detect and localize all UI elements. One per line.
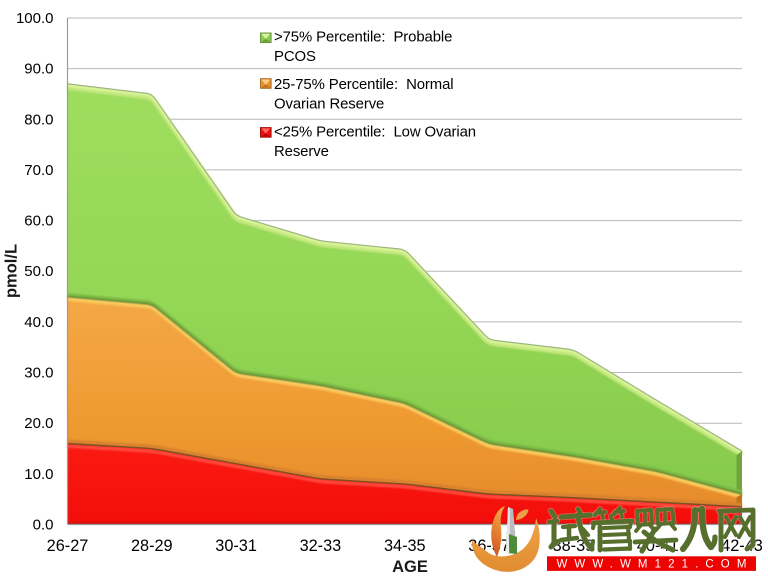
svg-text:100.0: 100.0 xyxy=(16,10,54,27)
svg-text:>75% Percentile: Probable: >75% Percentile: Probable xyxy=(274,30,452,46)
svg-text:32-33: 32-33 xyxy=(300,537,342,555)
svg-text:34-35: 34-35 xyxy=(384,537,426,555)
svg-text:Ovarian Reserve: Ovarian Reserve xyxy=(274,97,384,113)
svg-text:WWW.WM121.COM: WWW.WM121.COM xyxy=(556,559,753,571)
svg-text:pmol/L: pmol/L xyxy=(3,244,21,298)
svg-text:PCOS: PCOS xyxy=(274,49,316,65)
svg-text:25-75% Percentile: Normal: 25-75% Percentile: Normal xyxy=(274,77,453,93)
svg-text:10.0: 10.0 xyxy=(24,466,53,483)
svg-text:20.0: 20.0 xyxy=(24,415,53,432)
svg-text:Reserve: Reserve xyxy=(274,144,329,160)
svg-text:40.0: 40.0 xyxy=(24,314,53,331)
svg-text:50.0: 50.0 xyxy=(24,263,53,280)
svg-text:<25% Percentile: Low Ovarian: <25% Percentile: Low Ovarian xyxy=(274,125,476,141)
svg-text:42-43: 42-43 xyxy=(721,537,763,555)
svg-text:30-31: 30-31 xyxy=(215,537,257,555)
svg-text:28-29: 28-29 xyxy=(131,537,173,555)
svg-text:26-27: 26-27 xyxy=(47,537,89,555)
svg-text:0.0: 0.0 xyxy=(33,517,54,534)
svg-text:60.0: 60.0 xyxy=(24,213,53,230)
svg-text:90.0: 90.0 xyxy=(24,61,53,78)
svg-text:70.0: 70.0 xyxy=(24,162,53,179)
svg-text:30.0: 30.0 xyxy=(24,365,53,382)
svg-text:AGE: AGE xyxy=(392,558,428,576)
svg-text:80.0: 80.0 xyxy=(24,111,53,128)
